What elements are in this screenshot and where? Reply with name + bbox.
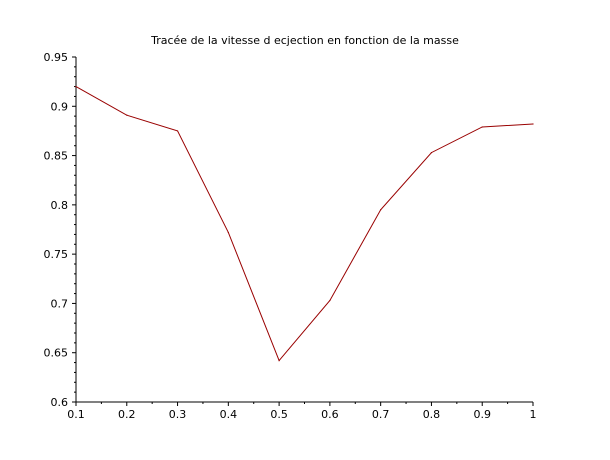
data-point: [532, 123, 534, 125]
y-tick-label: 0.95: [44, 51, 69, 64]
y-tick-label: 0.85: [44, 150, 69, 163]
ticks: 0.1 0.2 0.3 0.4 0.5 0.6 0.7 0.8 0.9 1 0.6 0.65 0.7 0.…: [44, 51, 537, 421]
y-tick-label: 0.8: [51, 199, 69, 212]
x-tick-label: 0.8: [423, 408, 441, 421]
data-point: [430, 152, 433, 154]
y-tick-label: 0.75: [44, 248, 69, 261]
y-tick-label: 0.7: [51, 297, 69, 310]
y-tick-label: 0.65: [44, 347, 69, 360]
data-point: [329, 299, 331, 302]
data-point: [75, 85, 77, 88]
x-tick-label: 0.3: [169, 408, 187, 421]
series: [75, 85, 534, 362]
data-point: [126, 114, 128, 116]
x-tick-label: 0.6: [321, 408, 339, 421]
x-tick-label: 0.4: [220, 408, 238, 421]
x-tick-label: 0.1: [67, 408, 85, 421]
y-tick-label: 0.9: [51, 100, 69, 113]
series-line: [75, 86, 534, 362]
axes: [75, 57, 533, 403]
data-point: [380, 209, 382, 211]
data-point: [227, 231, 229, 234]
chart-title: Tracée de la vitesse d ecjection en fonc…: [150, 34, 459, 47]
data-point: [176, 130, 179, 132]
x-tick-label: 0.2: [118, 408, 136, 421]
x-tick-label: 0.5: [270, 408, 288, 421]
y-tick-label: 0.6: [51, 396, 69, 409]
x-tick-label: 1: [530, 408, 537, 421]
data-point: [481, 126, 483, 128]
data-point: [278, 360, 280, 362]
x-tick-label: 0.9: [473, 408, 491, 421]
x-tick-label: 0.7: [372, 408, 390, 421]
